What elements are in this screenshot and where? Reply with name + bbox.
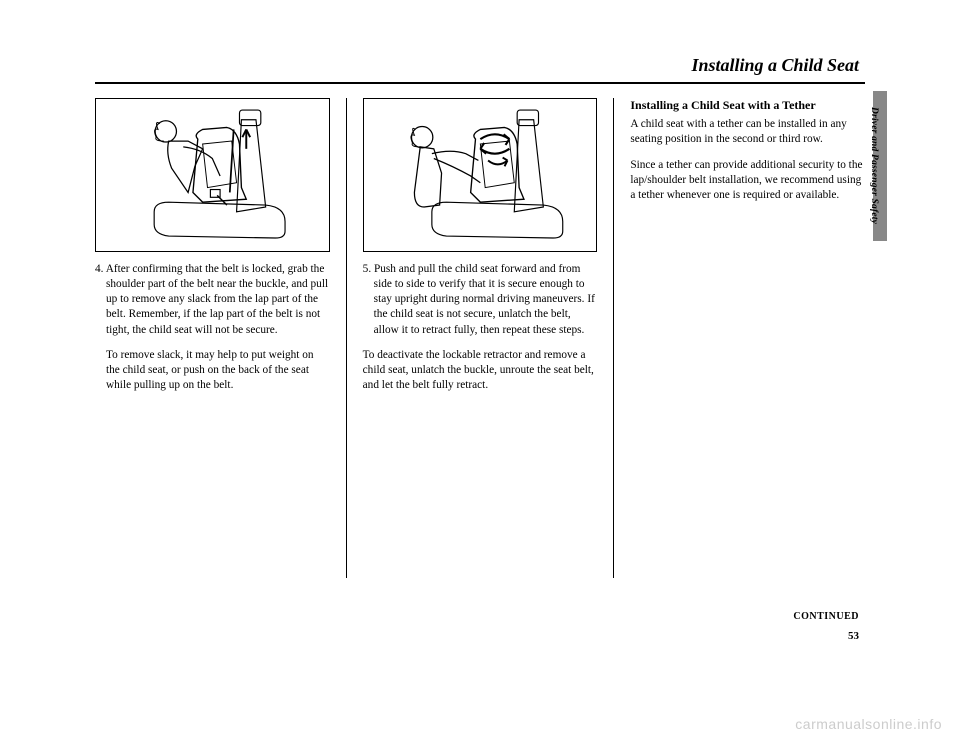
continued-label: CONTINUED	[793, 611, 859, 622]
step-4-number: 4.	[95, 263, 103, 275]
step-4-body: After confirming that the belt is locked…	[106, 263, 328, 336]
page-number: 53	[848, 630, 859, 642]
step-5-text: 5. Push and pull the child seat forward …	[363, 262, 598, 338]
column-1: 4. After confirming that the belt is loc…	[95, 98, 330, 578]
illustration-step-5	[363, 98, 598, 252]
tether-p2: Since a tether can provide additional se…	[630, 158, 865, 204]
tether-subhead: Installing a Child Seat with a Tether	[630, 98, 865, 114]
columns: 4. After confirming that the belt is loc…	[95, 98, 865, 578]
step-5-extra: To deactivate the lockable retractor and…	[363, 348, 598, 394]
step-5-body: Push and pull the child seat forward and…	[374, 263, 595, 336]
page-title: Installing a Child Seat	[95, 55, 865, 76]
column-divider-1	[346, 98, 347, 578]
step-4-text: 4. After confirming that the belt is loc…	[95, 262, 330, 338]
watermark: carmanualsonline.info	[795, 716, 942, 732]
step-5-number: 5.	[363, 263, 371, 275]
step-4-extra: To remove slack, it may help to put weig…	[95, 348, 330, 394]
column-divider-2	[613, 98, 614, 578]
tether-p1: A child seat with a tether can be instal…	[630, 117, 865, 148]
column-3: Installing a Child Seat with a Tether A …	[630, 98, 865, 578]
column-2: 5. Push and pull the child seat forward …	[363, 98, 598, 578]
side-section-label: Driver and Passenger Safety	[869, 107, 879, 224]
illustration-step-4	[95, 98, 330, 252]
title-rule	[95, 82, 865, 84]
